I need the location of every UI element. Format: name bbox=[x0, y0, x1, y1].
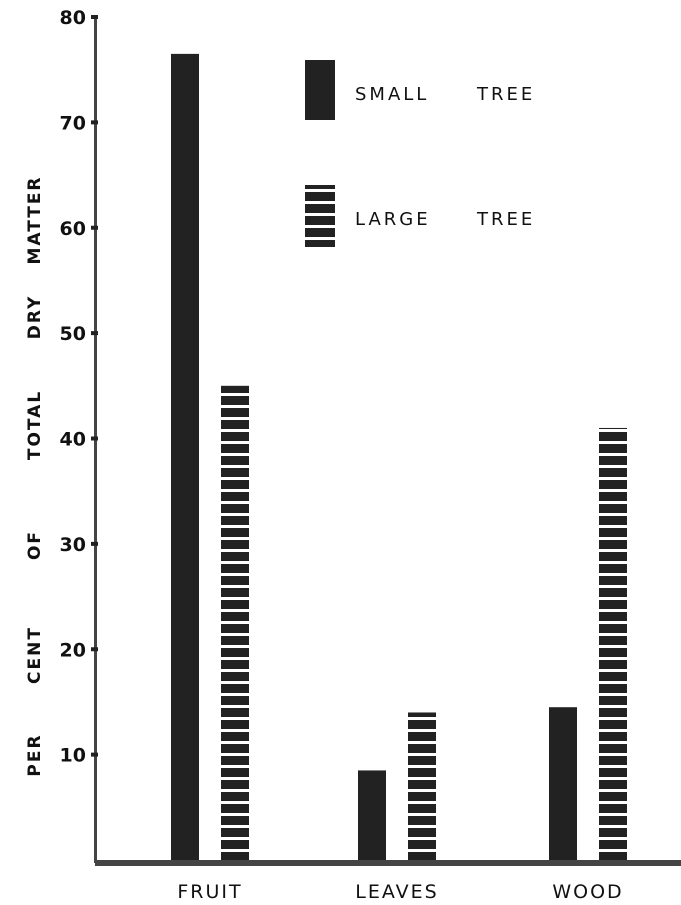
x-category-label: WOOD bbox=[552, 881, 623, 903]
bar-small-tree-fruit bbox=[171, 53, 199, 861]
y-tick bbox=[91, 120, 98, 125]
y-tick-label: 60 bbox=[60, 218, 86, 240]
legend-swatch-large-tree bbox=[305, 185, 335, 247]
bar-small-tree-wood bbox=[549, 707, 577, 860]
legend-swatch-small-tree bbox=[305, 60, 335, 120]
bar-large-tree-leaves bbox=[408, 712, 436, 860]
y-tick bbox=[91, 752, 98, 757]
y-tick bbox=[91, 436, 98, 441]
bar-large-tree-fruit bbox=[221, 385, 249, 860]
y-axis-label: PER CENT OF TOTAL DRY MATTER bbox=[25, 175, 45, 776]
y-axis-label-word: DRY bbox=[25, 295, 45, 340]
y-tick-label: 70 bbox=[60, 112, 86, 134]
y-tick-label: 40 bbox=[60, 429, 86, 451]
y-tick bbox=[91, 331, 98, 336]
y-axis-label-word: MATTER bbox=[25, 175, 45, 264]
bar-small-tree-leaves bbox=[358, 770, 386, 860]
y-axis-label-word: OF bbox=[25, 530, 45, 560]
y-tick bbox=[91, 15, 98, 19]
legend-label-small-tree: TREE bbox=[476, 84, 535, 105]
x-axis-line bbox=[95, 860, 681, 866]
x-category-label: FRUIT bbox=[177, 881, 242, 903]
bar-large-tree-wood bbox=[599, 427, 627, 860]
y-tick-label: 10 bbox=[60, 745, 86, 767]
legend-label-large-tree: TREE bbox=[476, 209, 535, 230]
y-axis-ticks: 10 20 30 40 50 60 70 80 bbox=[60, 7, 98, 767]
y-axis-label-word: TOTAL bbox=[25, 390, 45, 460]
y-tick-label: 30 bbox=[60, 534, 86, 556]
x-axis-labels: FRUIT LEAVES WOOD bbox=[177, 881, 623, 903]
y-tick bbox=[91, 647, 98, 652]
y-tick-label: 50 bbox=[60, 323, 86, 345]
y-axis-label-word: PER bbox=[25, 733, 45, 776]
legend-label-small-tree: SMALL bbox=[355, 84, 429, 105]
legend: SMALL TREE LARGE TREE bbox=[305, 60, 535, 247]
y-tick bbox=[91, 541, 98, 546]
y-axis-label-word: CENT bbox=[25, 626, 45, 684]
legend-label-large-tree: LARGE bbox=[355, 209, 431, 230]
y-tick bbox=[91, 225, 98, 230]
y-tick-label: 20 bbox=[60, 639, 86, 661]
bars bbox=[171, 53, 627, 861]
y-tick-label: 80 bbox=[60, 7, 86, 29]
x-category-label: LEAVES bbox=[355, 881, 438, 903]
